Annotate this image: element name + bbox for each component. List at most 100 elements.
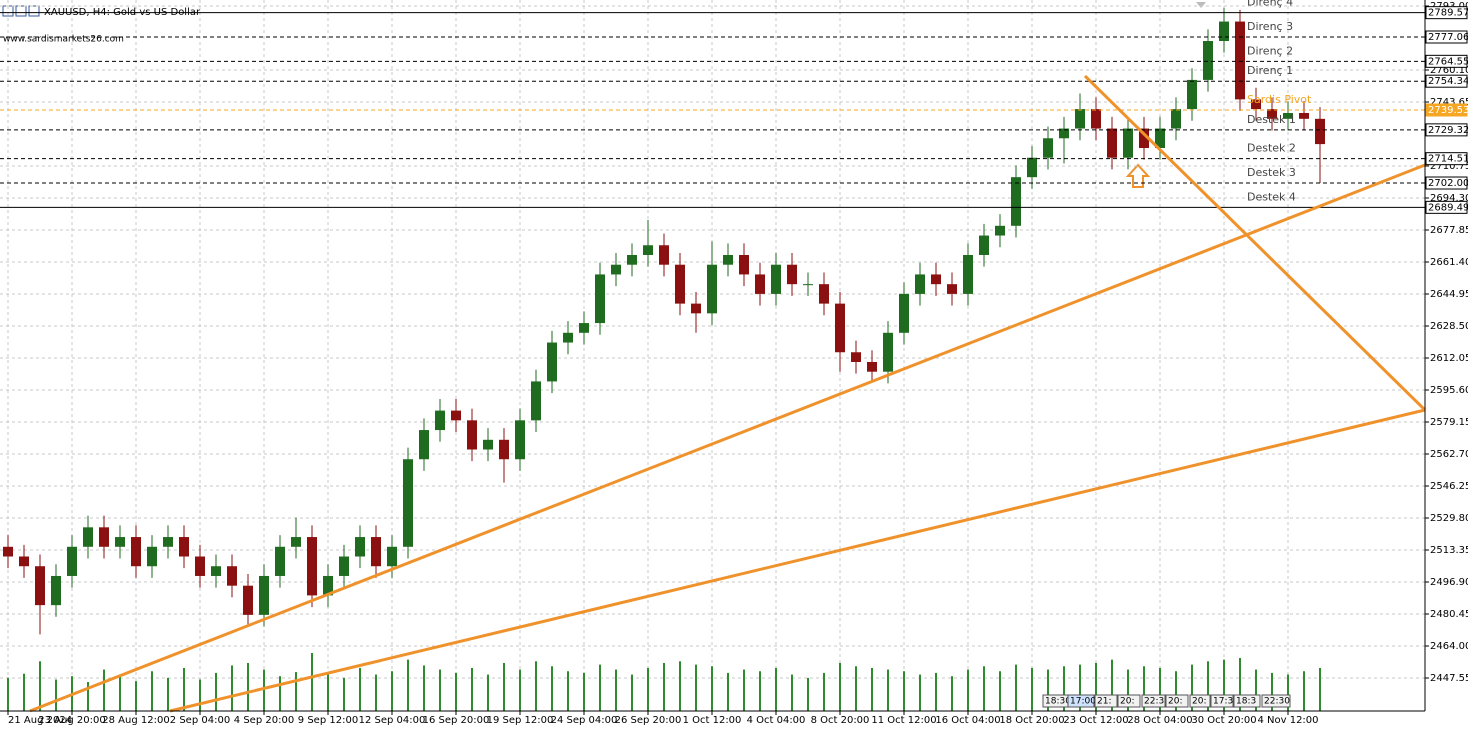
candle-body bbox=[211, 566, 221, 576]
level-value-label: 2754.34 bbox=[1428, 76, 1468, 87]
candle-body bbox=[243, 585, 253, 615]
candle-body bbox=[1011, 177, 1021, 226]
candle-body bbox=[259, 575, 269, 615]
y-tick-label: 2644.95 bbox=[1430, 289, 1468, 300]
y-tick-label: 2760.10 bbox=[1430, 65, 1468, 76]
x-tick-label: 23 Aug 20:00 bbox=[38, 715, 105, 726]
candle-body bbox=[131, 537, 141, 567]
candle-body bbox=[979, 235, 989, 255]
candle-body bbox=[339, 556, 349, 576]
level-name: Direnç 2 bbox=[1247, 44, 1293, 57]
x-tick-label: 4 Nov 12:00 bbox=[1257, 715, 1318, 726]
level-value-box bbox=[1425, 200, 1468, 214]
candle-body bbox=[83, 527, 93, 547]
level-name: Destek 4 bbox=[1247, 190, 1296, 203]
candle-body bbox=[1235, 21, 1245, 100]
level-name: Direnç 4 bbox=[1247, 0, 1293, 9]
candle-body bbox=[691, 303, 701, 314]
time-tag-box bbox=[1189, 694, 1211, 708]
candle-body bbox=[723, 254, 733, 265]
time-tag: 20: bbox=[1168, 697, 1182, 707]
candle-body bbox=[739, 254, 749, 275]
y-tick-label: 2464.00 bbox=[1430, 641, 1468, 652]
level-value-box bbox=[1425, 103, 1468, 117]
candle-body bbox=[755, 274, 765, 294]
level-name: Direnç 1 bbox=[1247, 64, 1293, 77]
candles bbox=[3, 7, 1325, 635]
time-tag-box bbox=[1067, 694, 1095, 708]
candle-body bbox=[1123, 128, 1133, 158]
level-name: Destek 2 bbox=[1247, 142, 1296, 155]
candle-body bbox=[1107, 128, 1117, 158]
candle-body bbox=[707, 264, 717, 314]
candle-body bbox=[387, 546, 397, 567]
time-tag: 22:3 bbox=[1144, 697, 1164, 707]
candle-body bbox=[1091, 109, 1101, 129]
candle-body bbox=[435, 410, 445, 431]
signal-arrow bbox=[1125, 163, 1151, 188]
level-value-label: 2689.49 bbox=[1428, 202, 1468, 213]
candle-body bbox=[1267, 109, 1277, 119]
x-tick-label: 16 Sep 20:00 bbox=[423, 715, 490, 726]
candle-body bbox=[803, 284, 813, 286]
candle-body bbox=[675, 264, 685, 304]
y-tick-label: 2513.35 bbox=[1430, 545, 1468, 556]
x-tick-label: 1 Oct 12:00 bbox=[683, 715, 742, 726]
x-tick-label: 24 Sep 04:00 bbox=[551, 715, 618, 726]
y-tick-label: 2546.25 bbox=[1430, 481, 1468, 492]
x-tick-label: 12 Sep 04:00 bbox=[359, 715, 426, 726]
level-name: Sardis Pivot bbox=[1247, 93, 1312, 106]
candle-body bbox=[1219, 21, 1229, 42]
time-tag-box bbox=[1261, 694, 1291, 708]
candle-body bbox=[227, 566, 237, 586]
candle-body bbox=[1315, 118, 1325, 145]
level-value-box bbox=[1425, 30, 1468, 44]
y-tick-label: 2628.50 bbox=[1430, 321, 1468, 332]
candle-body bbox=[291, 537, 301, 547]
x-tick-label: 11 Oct 12:00 bbox=[871, 715, 936, 726]
time-tag: 18:3 bbox=[1236, 697, 1256, 707]
candle-body bbox=[1203, 41, 1213, 80]
x-tick-label: 26 Sep 20:00 bbox=[615, 715, 682, 726]
level-value-label: 2714.51 bbox=[1428, 154, 1468, 165]
candle-body bbox=[1139, 128, 1149, 148]
y-tick-label: 2612.05 bbox=[1430, 353, 1468, 364]
time-tag: 22:30 bbox=[1264, 697, 1290, 707]
y-tick-label: 2579.15 bbox=[1430, 417, 1468, 428]
x-tick-label: 8 Oct 20:00 bbox=[811, 715, 870, 726]
level-value-box bbox=[1425, 176, 1468, 190]
candle-body bbox=[851, 352, 861, 362]
candle-body bbox=[179, 537, 189, 557]
level-value-box bbox=[1425, 74, 1468, 88]
x-tick-label: 30 Oct 20:00 bbox=[1191, 715, 1256, 726]
level-value-label: 2764.55 bbox=[1428, 56, 1468, 67]
level-value-label: 2702.00 bbox=[1428, 178, 1468, 189]
level-name: Destek 1 bbox=[1247, 113, 1296, 126]
y-tick-label: 2743.65 bbox=[1430, 97, 1468, 108]
candle-body bbox=[3, 546, 13, 557]
candle-body bbox=[467, 420, 477, 450]
candle-body bbox=[19, 556, 29, 567]
time-tag-box bbox=[1210, 694, 1234, 708]
candle-body bbox=[771, 264, 781, 294]
level-value-box bbox=[1425, 123, 1468, 137]
marker bbox=[1196, 2, 1206, 8]
candle-body bbox=[419, 430, 429, 460]
candle-body bbox=[899, 293, 909, 333]
candle-body bbox=[35, 566, 45, 606]
candle-body bbox=[947, 284, 957, 294]
x-tick-label: 23 Oct 12:00 bbox=[1063, 715, 1128, 726]
time-tag: 21: bbox=[1097, 697, 1111, 707]
trendline bbox=[169, 408, 1426, 713]
candle-body bbox=[883, 332, 893, 372]
candle-body bbox=[355, 537, 365, 557]
candle-body bbox=[1171, 109, 1181, 129]
candle-body bbox=[51, 575, 61, 606]
y-tick-label: 2710.75 bbox=[1430, 161, 1468, 172]
candle-body bbox=[531, 381, 541, 421]
candle-body bbox=[147, 546, 157, 567]
candle-body bbox=[931, 274, 941, 285]
y-tick-label: 2595.60 bbox=[1430, 385, 1468, 396]
time-tag: 20: bbox=[1120, 697, 1134, 707]
